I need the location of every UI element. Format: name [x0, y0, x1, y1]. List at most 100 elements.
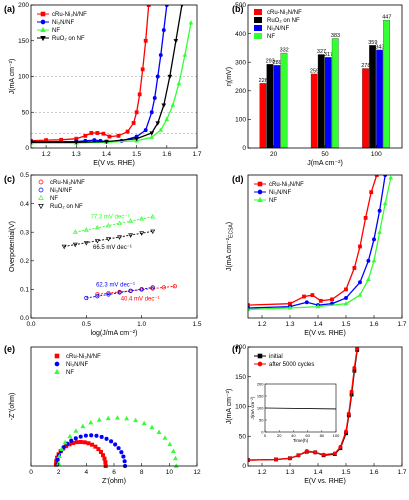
data-point: [100, 453, 105, 458]
panel-letter: (f): [232, 344, 241, 354]
data-point: [155, 121, 161, 126]
plot-frame: [247, 4, 403, 149]
inset-y-tick-label: 200: [257, 381, 264, 386]
data-point: [93, 444, 98, 449]
category-label: 20: [270, 151, 278, 158]
legend-marker: [257, 181, 263, 187]
legend-marker: [40, 11, 46, 17]
bar: [362, 68, 369, 149]
data-point: [310, 293, 315, 298]
data-point: [173, 39, 179, 44]
legend-entry: Ni₃N/NF: [269, 190, 291, 196]
x-tick-label: 6: [112, 469, 116, 476]
y-tick-label: 50: [22, 109, 30, 116]
data-point: [89, 131, 94, 135]
legend-entry: RuO₂ on NF: [52, 36, 85, 42]
x-tick-label: 1.5: [132, 151, 141, 158]
fit-line: [75, 216, 153, 233]
data-point: [55, 457, 60, 462]
x-axis-label: log(J/mA cm⁻²): [91, 330, 138, 337]
data-point: [152, 95, 157, 100]
legend-swatch: [254, 25, 262, 31]
y-axis-label: Overpotential(V): [9, 221, 16, 272]
legend-entry: cRu-Ni₃N/NF: [52, 12, 87, 18]
data-point: [162, 435, 168, 440]
bar-value-label: 327: [317, 49, 326, 55]
x-tick-label: 1.0: [137, 321, 146, 328]
y-tick-label: 0: [242, 463, 246, 470]
data-point: [89, 433, 94, 438]
data-point: [313, 450, 318, 455]
data-point: [83, 133, 88, 138]
bar-value-label: 259: [310, 68, 319, 74]
slope-annotation: 77.3 mV dec⁻¹: [91, 214, 130, 220]
y-tick-label: 400: [235, 31, 246, 38]
data-point: [98, 449, 103, 454]
legend-marker: [40, 26, 46, 32]
legend-entry: cRu-Ni₃N/NF: [269, 182, 304, 188]
data-point: [96, 417, 102, 422]
y-tick-label: 0: [25, 145, 29, 152]
data-point: [94, 224, 100, 230]
data-point: [344, 287, 348, 292]
panel-letter: (a): [4, 4, 15, 14]
data-point: [377, 229, 382, 234]
legend-marker: [40, 19, 46, 25]
bar: [310, 73, 318, 149]
data-point: [143, 38, 148, 43]
series-line: [248, 177, 392, 311]
legend-entry: Ni₃N/NF: [66, 362, 88, 368]
legend-entry: initial: [269, 354, 283, 360]
legend-marker: [257, 196, 263, 202]
data-point: [82, 440, 87, 445]
category-label: 50: [321, 151, 329, 158]
data-point: [302, 294, 306, 299]
y-tick-label: 0: [242, 145, 246, 152]
data-point: [105, 415, 111, 421]
x-axis-label: E(V vs. RHE): [304, 478, 346, 485]
inset-x-tick-label: 80: [320, 433, 325, 438]
data-point: [164, 116, 170, 122]
panel-letter: (e): [4, 344, 15, 354]
legend-entry: cRu-Ni₃N/NF: [50, 180, 85, 186]
data-point: [158, 53, 163, 58]
data-point: [104, 436, 109, 441]
x-tick-label: 1.5: [341, 469, 350, 476]
data-point: [149, 110, 154, 115]
data-point: [355, 347, 360, 351]
bar-value-label: 317: [324, 52, 333, 58]
data-point: [338, 445, 343, 449]
legend: cRu-Ni₃N/NF RuO₂ on NF Ni₃N/NF NF: [254, 9, 302, 40]
x-tick-label: 1.3: [285, 321, 294, 328]
data-point: [372, 237, 376, 242]
data-point: [121, 454, 126, 459]
data-point: [332, 451, 337, 456]
data-point: [344, 429, 348, 434]
y-tick-label: 100: [18, 74, 29, 81]
panel-c: (c) 40.4 mV dec⁻¹ 62.3 mV dec⁻¹ 77.3 mV dec…: [4, 172, 202, 337]
data-point: [61, 244, 67, 250]
y-tick-label: 150: [18, 38, 29, 45]
panel-letter: (b): [232, 4, 244, 14]
inset-y-tick-label: 100: [257, 405, 264, 410]
data-point: [150, 213, 156, 219]
data-point: [134, 137, 139, 142]
data-point: [172, 284, 177, 289]
y-tick-label: 150: [235, 374, 246, 381]
data-point: [80, 423, 86, 429]
data-point: [95, 131, 100, 135]
data-point: [73, 428, 79, 433]
legend-entry: cRu-Ni₃N/NF: [267, 10, 302, 16]
inset-x-tick-label: 60: [305, 433, 310, 438]
data-point: [248, 303, 250, 308]
data-point: [161, 103, 167, 108]
data-point: [358, 280, 362, 285]
data-point: [116, 446, 121, 451]
y-tick-label: 0.4: [20, 201, 29, 208]
bar: [376, 49, 383, 149]
data-point: [182, 52, 188, 57]
y-axis-label-end: ): [226, 222, 233, 224]
bar-value-label: 278: [361, 63, 370, 69]
data-point: [95, 294, 100, 299]
